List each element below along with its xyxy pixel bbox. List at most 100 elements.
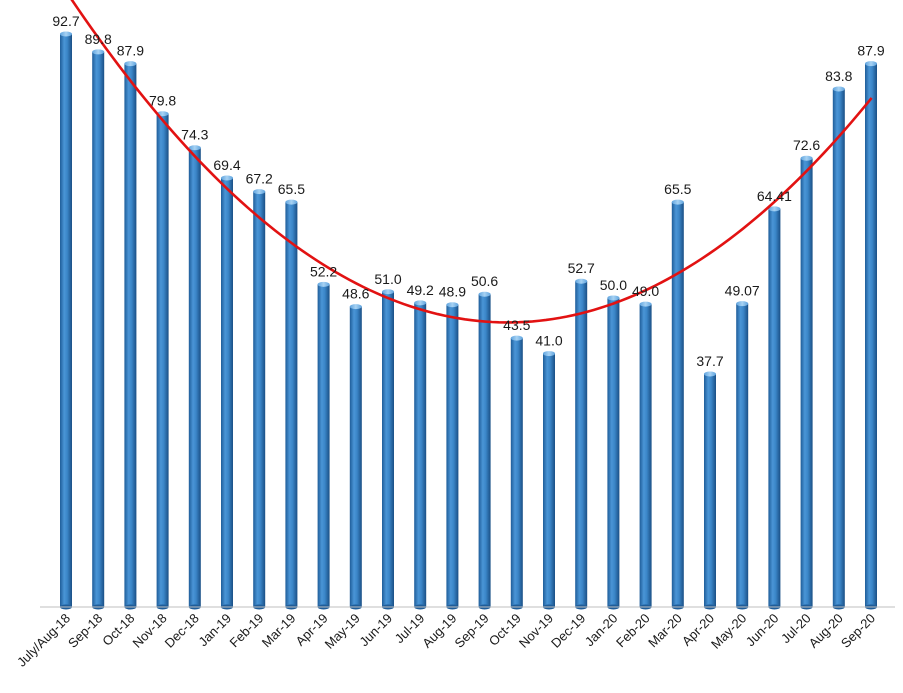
bar-cap-Apr-19: [317, 281, 330, 287]
bar-Dec-18: [188, 147, 201, 608]
x-tick-Feb-19: Feb-19: [227, 611, 267, 651]
bar-cap-Dec-18: [188, 145, 201, 151]
value-label-May-20: 49.07: [725, 283, 760, 299]
value-label-Mar-20: 65.5: [664, 181, 691, 197]
x-tick-May-19: May-19: [322, 611, 363, 652]
x-tick-Jan-20: Jan-20: [582, 611, 621, 650]
bar-Mar-19: [285, 202, 298, 607]
value-label-Jan-19: 69.4: [213, 157, 240, 173]
value-label-Dec-18: 74.3: [181, 127, 208, 143]
bar-cap-Aug-19: [446, 302, 459, 308]
bar-cap-Sep-18: [92, 49, 105, 55]
bar-Jan-19: [221, 178, 233, 608]
bar-cap-Jan-20: [607, 295, 620, 301]
bar-Feb-19: [253, 191, 266, 608]
x-tick-Aug-20: Aug-20: [806, 611, 846, 651]
value-label-July/Aug-18: 92.7: [52, 13, 79, 29]
bar-cap-Jun-19: [382, 289, 394, 295]
value-label-May-19: 48.6: [342, 286, 369, 302]
x-tick-Sep-20: Sep-20: [838, 611, 878, 651]
bar-cap-Jun-20: [768, 206, 781, 212]
bar-cap-Jul-19: [414, 300, 427, 306]
x-tick-Sep-18: Sep-18: [65, 611, 105, 651]
value-label-Aug-19: 48.9: [439, 284, 466, 300]
bar-cap-Dec-19: [575, 278, 588, 284]
bar-Dec-19: [575, 281, 588, 607]
bar-May-19: [349, 306, 362, 607]
value-label-Aug-20: 83.8: [825, 68, 852, 84]
x-tick-Dec-18: Dec-18: [162, 611, 202, 651]
bar-cap-Sep-19: [478, 291, 491, 297]
x-tick-Mar-19: Mar-19: [259, 611, 299, 651]
bar-cap-Mar-19: [285, 199, 298, 205]
bar-Nov-18: [156, 113, 169, 608]
x-tick-May-20: May-20: [708, 611, 749, 652]
bar-cap-Oct-19: [510, 335, 523, 341]
value-label-Oct-18: 87.9: [117, 43, 144, 59]
value-label-Nov-19: 41.0: [535, 333, 562, 349]
bar-Feb-20: [639, 304, 652, 607]
bar-cap-Feb-20: [639, 301, 652, 307]
bar-cap-Aug-20: [832, 86, 845, 92]
value-label-Sep-18: 89.8: [85, 31, 112, 47]
x-tick-Mar-20: Mar-20: [645, 611, 685, 651]
bar-cap-Feb-19: [253, 189, 266, 195]
value-label-Feb-20: 49.0: [632, 283, 659, 299]
value-label-Apr-19: 52.2: [310, 263, 337, 279]
bar-cap-Sep-20: [865, 61, 877, 67]
bar-May-20: [736, 303, 749, 607]
bar-cap-Jul-20: [800, 155, 813, 161]
bar-July/Aug-18: [60, 34, 72, 607]
x-tick-Dec-19: Dec-19: [548, 611, 588, 651]
bar-Oct-18: [124, 63, 137, 607]
value-label-Sep-19: 50.6: [471, 273, 498, 289]
bar-Mar-20: [671, 202, 684, 607]
value-label-Jul-19: 49.2: [407, 282, 434, 298]
x-tick-Aug-19: Aug-19: [419, 611, 459, 651]
bar-Sep-20: [865, 63, 877, 607]
bar-Aug-19: [446, 304, 459, 607]
bar-cap-Jan-19: [221, 175, 233, 181]
bar-Jun-20: [768, 208, 781, 607]
bar-cap-Apr-20: [704, 371, 716, 377]
bar-Jul-20: [800, 158, 813, 607]
bar-cap-July/Aug-18: [60, 31, 72, 37]
value-label-Dec-19: 52.7: [568, 260, 595, 276]
x-tick-Jun-19: Jun-19: [356, 611, 395, 650]
bar-Jul-19: [414, 302, 427, 607]
bar-Jun-19: [382, 291, 394, 607]
value-label-Sep-20: 87.9: [857, 43, 884, 59]
bar-cap-Mar-20: [671, 199, 684, 205]
bar-Oct-19: [510, 338, 523, 607]
value-label-Jun-20: 64.41: [757, 188, 792, 204]
bar-Sep-19: [478, 294, 491, 607]
bar-Apr-20: [704, 373, 716, 607]
x-tick-Nov-18: Nov-18: [129, 611, 169, 651]
value-label-Jul-20: 72.6: [793, 137, 820, 153]
bar-cap-May-19: [349, 304, 362, 310]
x-tick-labels-layer: July/Aug-18Sep-18Oct-18Nov-18Dec-18Jan-1…: [14, 611, 878, 670]
trendline: [70, 0, 873, 324]
bar-Jan-20: [607, 297, 620, 607]
x-tick-Jan-19: Jan-19: [195, 611, 234, 650]
bar-Nov-19: [543, 353, 555, 607]
bar-cap-Nov-19: [543, 351, 555, 357]
x-tick-Nov-19: Nov-19: [516, 611, 556, 651]
value-labels-layer: 92.7 89.8 87.9 79.8 74.3 69.4 67.2 65.5 52.2 48.6…: [52, 13, 884, 369]
bar-cap-May-20: [736, 301, 749, 307]
bar-Apr-19: [317, 284, 330, 607]
x-tick-Sep-19: Sep-19: [451, 611, 491, 651]
value-label-Feb-19: 67.2: [246, 171, 273, 187]
bar-Sep-18: [92, 51, 105, 608]
value-label-Mar-19: 65.5: [278, 181, 305, 197]
x-tick-Jun-20: Jun-20: [743, 611, 782, 650]
bar-Aug-20: [832, 89, 845, 608]
bars-layer: [60, 31, 877, 610]
value-label-Jun-19: 51.0: [374, 271, 401, 287]
value-label-Apr-20: 37.7: [696, 353, 723, 369]
x-tick-Feb-20: Feb-20: [613, 611, 653, 651]
value-label-Jan-20: 50.0: [600, 277, 627, 293]
value-label-Nov-18: 79.8: [149, 93, 176, 109]
